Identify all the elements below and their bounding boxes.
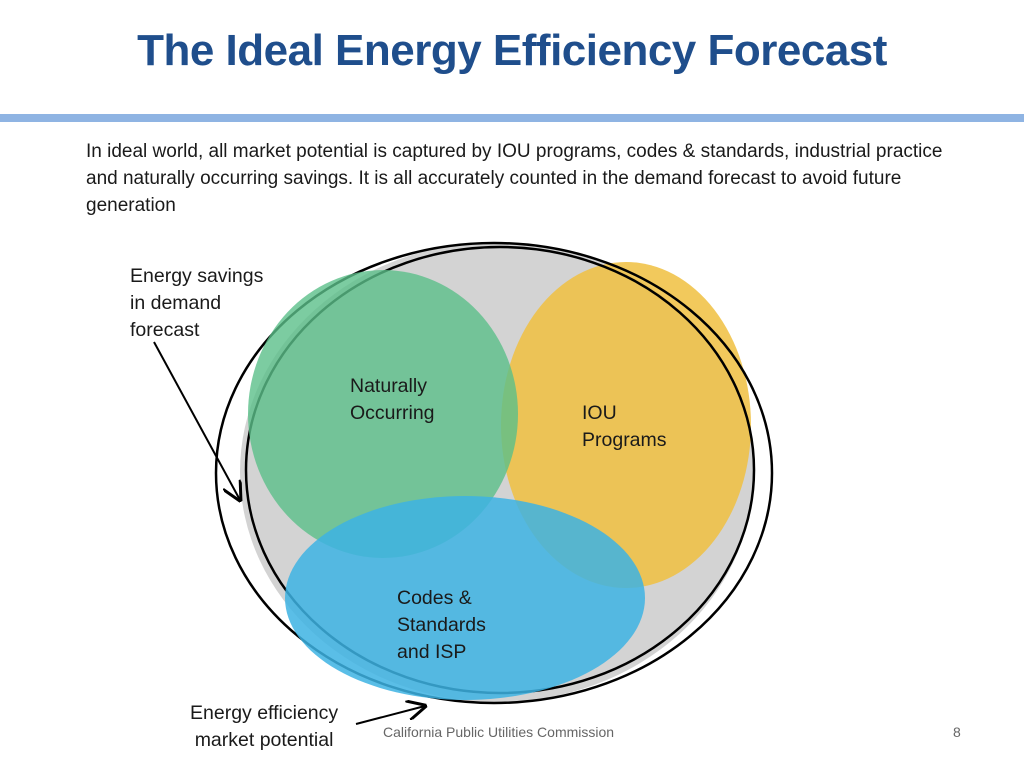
codes-standards-label: Codes & Standards and ISP: [397, 587, 486, 663]
demand-forecast-arrow: [153, 341, 240, 500]
slide-title: The Ideal Energy Efficiency Forecast: [137, 26, 887, 75]
naturally-occurring-label: Naturally Occurring: [350, 375, 435, 424]
market-potential-callout: Energy efficiency market potential: [190, 702, 339, 751]
intro-paragraph: In ideal world, all market potential is …: [86, 141, 943, 216]
demand-forecast-callout: Energy savings in demand forecast: [130, 265, 264, 341]
naturally-occurring-ellipse: [248, 270, 518, 558]
market-potential-arrow: [355, 706, 425, 725]
codes-standards-ellipse: [285, 496, 645, 700]
iou-programs-ellipse: [501, 262, 751, 588]
title-divider: [0, 114, 1024, 122]
footer-organization: California Public Utilities Commission: [383, 724, 615, 740]
page-number: 8: [953, 724, 961, 740]
demand-forecast-outline: [214, 241, 774, 705]
iou-programs-label: IOU Programs: [582, 402, 667, 451]
